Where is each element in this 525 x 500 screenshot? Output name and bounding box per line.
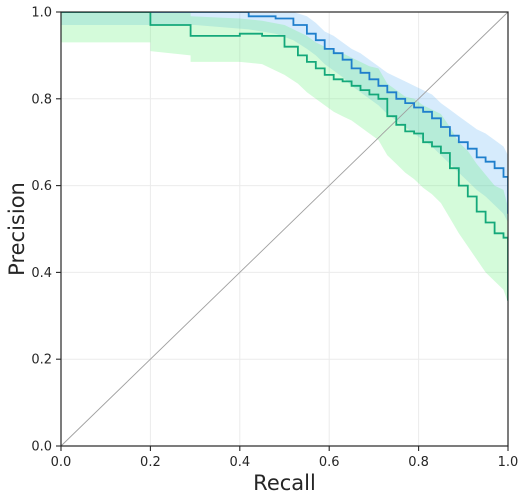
x-axis-ticks: 0.0 0.2 0.4 0.6 0.8 1.0 <box>51 446 519 470</box>
x-tick-label: 0.0 <box>51 455 72 470</box>
diagonal-reference-line <box>60 11 509 447</box>
series-line-2 <box>61 12 508 301</box>
y-tick-label: 0.6 <box>31 179 52 194</box>
plot-frame <box>60 11 509 447</box>
x-tick-label: 0.6 <box>319 455 340 470</box>
y-axis-ticks: 0.0 0.2 0.4 0.6 0.8 1.0 <box>31 6 61 455</box>
y-tick-label: 0.4 <box>31 266 52 281</box>
y-tick-label: 0.8 <box>31 92 52 107</box>
x-axis-title: Recall <box>253 471 316 495</box>
y-tick-label: 1.0 <box>31 6 52 21</box>
y-tick-label: 0.2 <box>31 353 52 368</box>
confidence-band-1 <box>61 12 508 242</box>
y-tick-label: 0.0 <box>31 440 52 455</box>
x-tick-label: 0.4 <box>229 455 250 470</box>
x-tick-label: 1.0 <box>498 455 519 470</box>
x-tick-label: 0.2 <box>140 455 161 470</box>
series-lines <box>61 12 508 301</box>
y-axis-title: Precision <box>5 182 29 276</box>
confidence-band-2 <box>61 12 508 316</box>
series-line-1 <box>61 12 508 214</box>
confidence-bands <box>61 12 508 316</box>
x-tick-label: 0.8 <box>408 455 429 470</box>
